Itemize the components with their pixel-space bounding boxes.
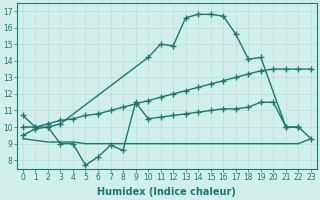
X-axis label: Humidex (Indice chaleur): Humidex (Indice chaleur) bbox=[98, 187, 236, 197]
